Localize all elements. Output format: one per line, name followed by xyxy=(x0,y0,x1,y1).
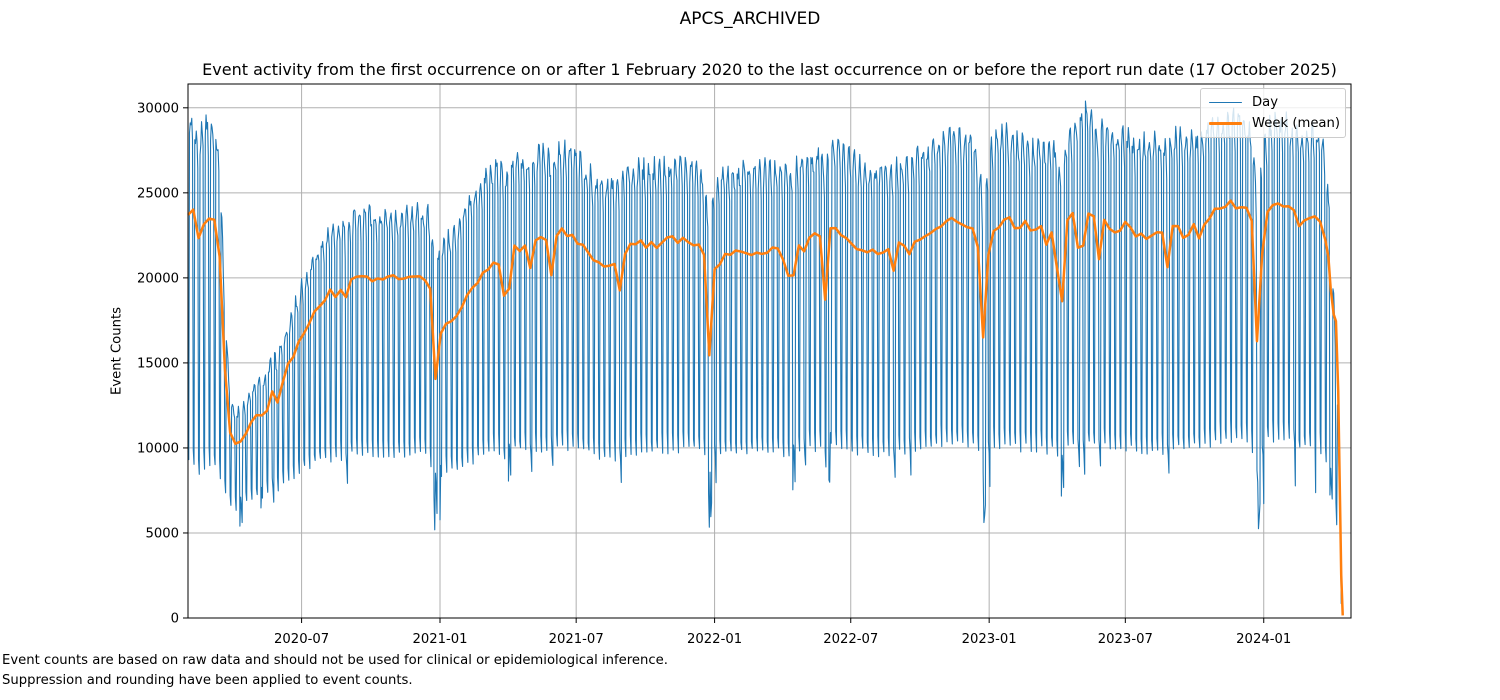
y-tick-label: 20000 xyxy=(137,271,179,286)
y-axis-label: Event Counts xyxy=(109,306,125,396)
y-tick-label: 30000 xyxy=(137,101,179,116)
y-tick-label: 15000 xyxy=(137,356,179,371)
legend-item-week-mean: Week (mean) xyxy=(1209,115,1341,132)
x-tick-label: 2022-01 xyxy=(687,632,742,647)
x-tick-label: 2024-01 xyxy=(1236,632,1291,647)
day-line-swatch xyxy=(1209,101,1242,104)
x-tick-label: 2021-01 xyxy=(412,632,467,647)
x-tick-label: 2021-07 xyxy=(549,632,604,647)
figure-title: APCS_ARCHIVED xyxy=(679,9,821,29)
x-tick-label: 2023-01 xyxy=(962,632,1017,647)
footnote-line-1: Event counts are based on raw data and s… xyxy=(2,653,668,668)
week-mean-series-line xyxy=(187,199,1344,616)
week-mean-line-swatch xyxy=(1209,122,1242,125)
day-series-line xyxy=(187,100,1342,604)
x-tick-label: 2020-07 xyxy=(274,632,329,647)
footnote-line-2: Suppression and rounding have been appli… xyxy=(2,673,413,688)
y-tick-label: 5000 xyxy=(145,526,179,541)
y-tick-label: 10000 xyxy=(137,441,179,456)
x-tick-label: 2023-07 xyxy=(1098,632,1153,647)
chart-title: Event activity from the first occurrence… xyxy=(202,60,1337,79)
legend-item-day: Day xyxy=(1209,94,1337,111)
y-tick-label: 0 xyxy=(171,612,179,627)
x-tick-label: 2022-07 xyxy=(823,632,878,647)
y-tick-label: 25000 xyxy=(137,186,179,201)
legend-label-day: Day xyxy=(1252,95,1279,110)
axes-frame xyxy=(187,83,1352,619)
legend: Day Week (mean) xyxy=(1200,88,1346,138)
legend-label-week-mean: Week (mean) xyxy=(1252,116,1341,131)
